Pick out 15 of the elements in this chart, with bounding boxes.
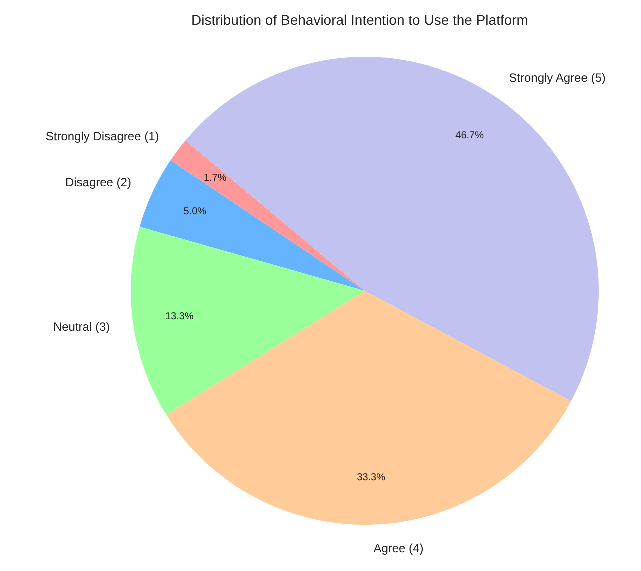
data-label: 5.0%	[184, 206, 207, 218]
data-label: 46.7%	[456, 130, 484, 142]
data-label: 33.3%	[357, 472, 386, 484]
slice-label: Disagree (2)	[65, 176, 132, 190]
data-label: 1.7%	[204, 172, 227, 184]
slice-label: Strongly Disagree (1)	[46, 129, 160, 144]
pie-slice	[166, 291, 572, 525]
slice-label: Neutral (3)	[53, 320, 110, 334]
chart-title: Distribution of Behavioral Intention to Use the Platform	[192, 12, 528, 28]
slice-label: Agree (4)	[374, 541, 424, 556]
pie-slice	[131, 226, 365, 415]
data-label: 13.3%	[165, 312, 194, 323]
pie-slice	[140, 160, 365, 291]
pie-slice	[170, 140, 365, 291]
slice-label: Strongly Agree (5)	[509, 70, 606, 85]
